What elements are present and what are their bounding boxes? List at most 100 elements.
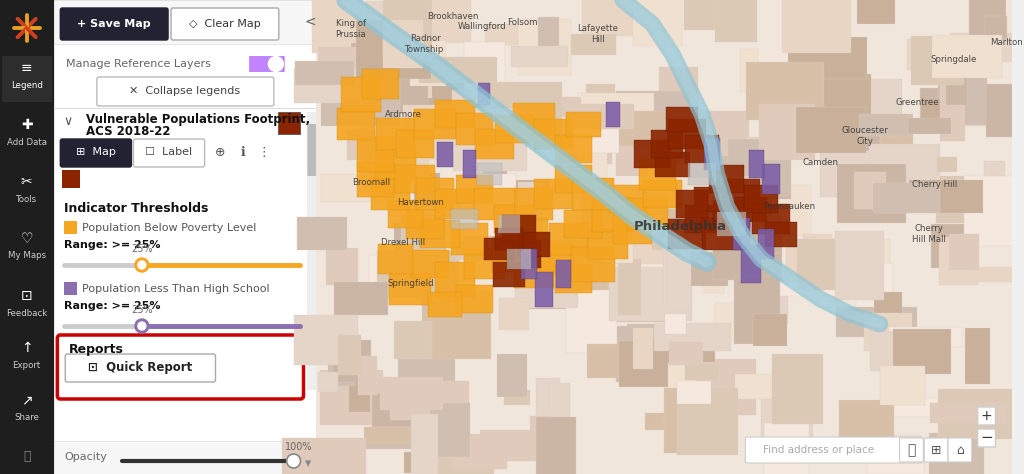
Bar: [456, 113, 494, 145]
Bar: [971, 267, 1023, 282]
Bar: [765, 221, 797, 246]
Bar: [518, 231, 550, 256]
Bar: [937, 176, 977, 223]
Bar: [772, 354, 823, 424]
Bar: [986, 84, 1024, 137]
Bar: [615, 219, 695, 264]
Bar: [745, 62, 823, 120]
Text: Folsom: Folsom: [507, 18, 538, 27]
Bar: [856, 159, 924, 193]
Bar: [542, 117, 618, 153]
Bar: [694, 186, 729, 211]
Bar: [907, 38, 959, 70]
Bar: [873, 182, 940, 213]
Bar: [322, 174, 392, 201]
Bar: [407, 209, 443, 239]
Bar: [514, 260, 554, 288]
Bar: [389, 273, 431, 305]
Bar: [677, 388, 738, 456]
Text: Ardmore: Ardmore: [385, 109, 422, 118]
Text: Cherry Hill: Cherry Hill: [911, 180, 956, 189]
Text: Wallingford: Wallingford: [458, 21, 507, 30]
Bar: [492, 237, 537, 272]
FancyBboxPatch shape: [171, 8, 279, 40]
Bar: [416, 178, 454, 210]
Bar: [347, 129, 379, 161]
FancyBboxPatch shape: [745, 437, 923, 463]
Bar: [422, 291, 490, 359]
Bar: [410, 41, 446, 86]
Bar: [950, 33, 1014, 62]
Bar: [785, 245, 845, 292]
Bar: [717, 212, 746, 236]
Bar: [484, 24, 518, 45]
Bar: [781, 84, 829, 130]
Bar: [513, 103, 555, 135]
Bar: [54, 0, 316, 44]
Bar: [505, 181, 549, 210]
Bar: [579, 118, 606, 186]
Bar: [582, 188, 611, 257]
Bar: [369, 255, 389, 297]
FancyBboxPatch shape: [97, 77, 273, 106]
Bar: [555, 265, 592, 293]
Text: 100%: 100%: [285, 442, 312, 452]
Bar: [498, 354, 527, 397]
Text: Range: >= 25%: Range: >= 25%: [65, 301, 161, 311]
Bar: [703, 258, 724, 293]
Bar: [327, 248, 358, 285]
Bar: [464, 249, 505, 279]
Bar: [966, 328, 989, 384]
Bar: [504, 101, 535, 155]
Bar: [732, 218, 751, 250]
Bar: [605, 239, 633, 263]
Bar: [378, 244, 413, 274]
Bar: [652, 210, 727, 250]
Bar: [376, 136, 425, 182]
Bar: [956, 105, 1024, 127]
Bar: [520, 285, 569, 310]
Bar: [715, 0, 757, 42]
Bar: [536, 417, 577, 474]
Text: ⌕: ⌕: [907, 443, 915, 457]
Bar: [634, 0, 682, 46]
Text: Feedback: Feedback: [6, 309, 47, 318]
Bar: [380, 377, 443, 410]
Text: ℹ: ℹ: [241, 146, 246, 158]
Bar: [669, 252, 728, 286]
Bar: [665, 388, 709, 453]
Text: Cherry
Hill Mall: Cherry Hill Mall: [912, 224, 946, 244]
Bar: [965, 176, 1024, 246]
Text: ⊞: ⊞: [931, 444, 941, 456]
FancyBboxPatch shape: [978, 407, 995, 425]
Bar: [494, 262, 525, 286]
Bar: [948, 404, 974, 423]
Bar: [463, 150, 476, 178]
Bar: [377, 251, 459, 298]
Bar: [361, 71, 431, 98]
Text: ↗: ↗: [20, 393, 33, 407]
Bar: [349, 365, 370, 411]
Text: + Save Map: + Save Map: [77, 19, 151, 29]
Bar: [568, 161, 603, 183]
Text: Vulnerable Populations Footprint,: Vulnerable Populations Footprint,: [86, 112, 310, 126]
Bar: [565, 34, 616, 55]
Bar: [741, 245, 761, 283]
Bar: [592, 197, 634, 231]
Bar: [884, 398, 942, 418]
Bar: [688, 111, 749, 178]
Bar: [412, 414, 438, 474]
Bar: [0, 0, 54, 474]
Bar: [515, 188, 553, 220]
Bar: [507, 240, 542, 268]
Bar: [428, 292, 462, 317]
Bar: [566, 290, 617, 353]
Bar: [856, 263, 893, 315]
Bar: [682, 359, 757, 415]
Bar: [655, 152, 689, 176]
Bar: [735, 197, 767, 221]
FancyBboxPatch shape: [978, 429, 995, 447]
Bar: [456, 175, 494, 203]
Text: Range: >= 25%: Range: >= 25%: [65, 240, 161, 250]
Bar: [395, 165, 435, 193]
